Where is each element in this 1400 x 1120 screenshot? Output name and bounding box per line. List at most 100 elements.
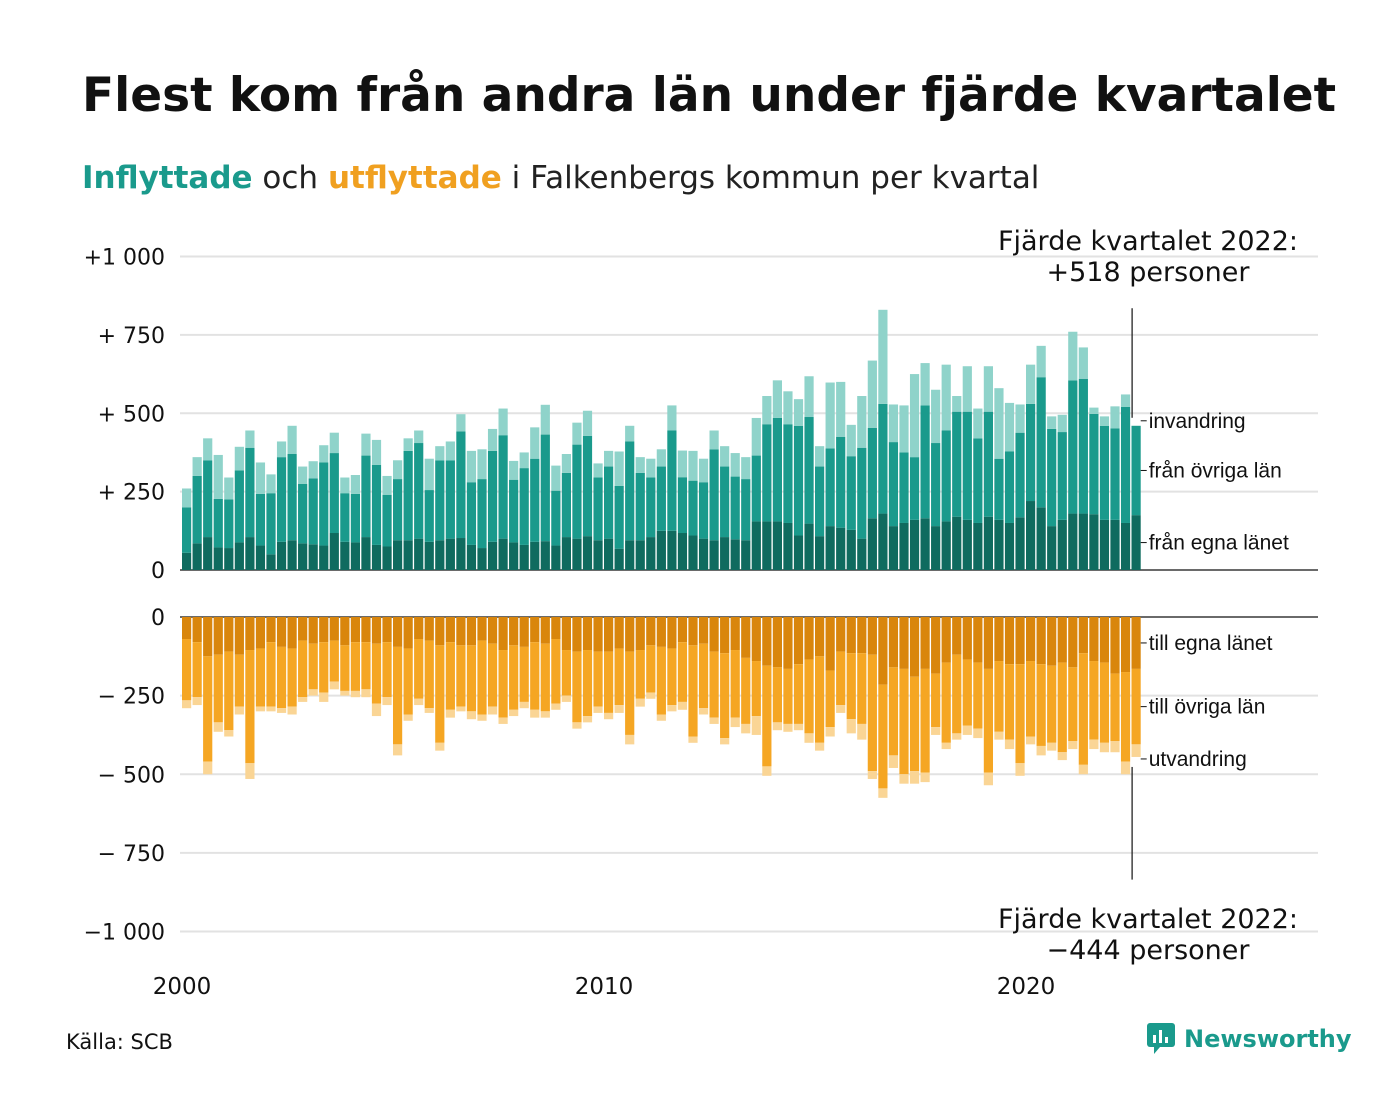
bar-in-invandring	[730, 453, 740, 477]
bar-out-egna	[793, 617, 804, 665]
bar-out-egna	[445, 617, 455, 643]
bar-out-egna	[1068, 617, 1078, 668]
bar-out-utvandring	[635, 698, 645, 707]
bar-out-utvandring	[1089, 739, 1099, 750]
bar-in-egna	[751, 521, 761, 570]
bar-out-utvandring	[1004, 739, 1015, 750]
bar-out-ovriga	[730, 650, 740, 718]
bar-out-egna	[519, 617, 529, 647]
bar-out-ovriga	[371, 643, 382, 704]
bar-out-ovriga	[635, 650, 645, 699]
bar-out-ovriga	[551, 639, 561, 704]
bar-out-egna	[435, 617, 445, 646]
subtitle-rest: i Falkenbergs kommun per kvartal	[501, 160, 1040, 196]
bar-in-ovriga	[403, 450, 413, 541]
bar-in-invandring	[793, 399, 804, 426]
bar-out-ovriga	[751, 661, 761, 717]
bar-in-ovriga	[1015, 432, 1025, 518]
bar-in-egna	[487, 541, 498, 570]
bar-in-egna	[741, 540, 751, 570]
bar-in-egna	[498, 538, 508, 570]
bar-in-ovriga	[393, 479, 403, 541]
bar-in-ovriga	[973, 438, 983, 523]
bar-out-ovriga	[1089, 661, 1099, 740]
bar-out-egna	[635, 617, 645, 651]
gridlines	[180, 255, 1318, 933]
bar-out-utvandring	[350, 690, 360, 698]
bar-out-utvandring	[994, 731, 1004, 740]
bar-out-utvandring	[730, 717, 740, 728]
bar-out-ovriga	[667, 648, 677, 706]
bar-in-invandring	[350, 475, 360, 494]
bar-out-ovriga	[888, 667, 899, 756]
bar-in-ovriga	[952, 411, 962, 517]
bar-in-ovriga	[350, 493, 360, 543]
bar-out-egna	[625, 617, 635, 652]
bar-out-utvandring	[815, 742, 825, 751]
bar-out-egna	[593, 617, 603, 652]
bar-out-egna	[266, 617, 276, 643]
bar-out-utvandring	[435, 742, 445, 751]
bar-out-egna	[931, 617, 941, 674]
bar-in-invandring	[941, 364, 951, 431]
bar-out-egna	[952, 617, 962, 655]
bar-in-invandring	[582, 410, 593, 436]
bar-in-invandring	[561, 454, 571, 473]
bar-in-ovriga	[477, 479, 487, 549]
bar-out-egna	[730, 617, 740, 651]
bar-in-egna	[698, 538, 709, 570]
bar-out-ovriga	[846, 653, 856, 720]
bar-in-egna	[920, 518, 930, 570]
annotation-bottom-line1: Fjärde kvartalet 2022:	[998, 904, 1298, 935]
bars	[182, 309, 1141, 798]
bar-in-egna	[245, 537, 255, 570]
bar-out-ovriga	[213, 654, 223, 723]
bar-out-egna	[509, 617, 519, 646]
bar-out-ovriga	[909, 676, 920, 772]
bar-out-utvandring	[857, 723, 867, 740]
bar-out-ovriga	[519, 646, 529, 702]
bar-out-egna	[551, 617, 561, 640]
bar-out-egna	[772, 617, 782, 668]
bar-out-egna	[656, 617, 666, 647]
bar-in-invandring	[994, 388, 1004, 459]
bar-in-egna	[572, 538, 582, 570]
bar-in-invandring	[498, 408, 508, 436]
bar-in-ovriga	[983, 411, 993, 517]
bar-in-invandring	[920, 363, 930, 406]
y-tick-top: +1 000	[84, 246, 165, 271]
bar-in-egna	[804, 523, 814, 570]
bar-in-invandring	[846, 424, 856, 457]
bar-in-egna	[625, 540, 635, 570]
bar-in-ovriga	[298, 483, 308, 544]
bar-in-ovriga	[519, 468, 529, 545]
bar-in-egna	[1068, 513, 1078, 570]
bar-out-egna	[751, 617, 761, 662]
bar-in-egna	[445, 538, 455, 570]
bar-in-invandring	[1004, 402, 1015, 452]
bar-in-invandring	[551, 465, 561, 491]
bar-out-egna	[382, 617, 392, 643]
bar-in-invandring	[530, 427, 540, 459]
bar-out-utvandring	[255, 706, 266, 712]
bar-in-ovriga	[329, 453, 339, 534]
bar-out-ovriga	[1068, 667, 1078, 742]
bar-out-ovriga	[1120, 672, 1131, 762]
bar-in-egna	[466, 544, 477, 570]
bar-in-egna	[424, 541, 434, 570]
bar-in-invandring	[435, 446, 445, 461]
bar-out-egna	[762, 617, 772, 666]
bar-in-egna	[899, 522, 909, 570]
bar-out-utvandring	[298, 697, 308, 702]
bar-in-ovriga	[646, 477, 656, 538]
bar-out-egna	[203, 617, 213, 657]
bar-in-invandring	[445, 441, 455, 461]
bar-out-egna	[393, 617, 403, 647]
bar-out-ovriga	[878, 684, 888, 789]
bar-out-ovriga	[867, 654, 877, 772]
bar-in-invandring	[340, 477, 350, 494]
bar-in-ovriga	[287, 454, 297, 541]
annotation-top-line2: +518 personer	[1046, 257, 1250, 288]
bar-out-ovriga	[1015, 664, 1025, 764]
bar-out-utvandring	[287, 706, 297, 715]
